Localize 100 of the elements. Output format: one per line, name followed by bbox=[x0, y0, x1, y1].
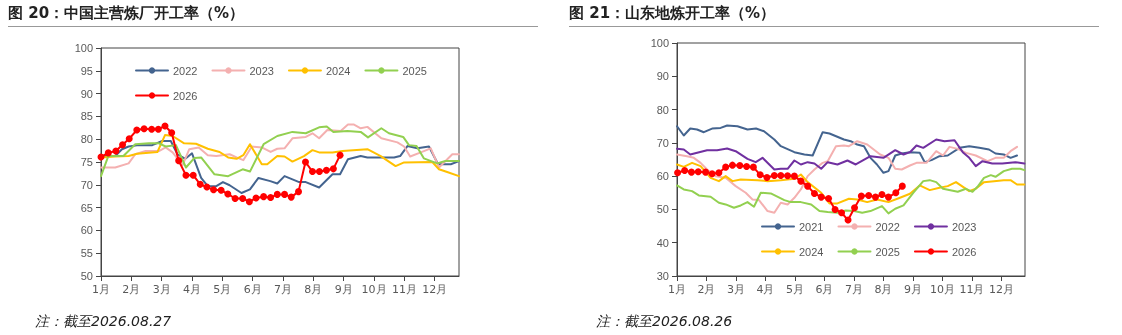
point bbox=[182, 171, 190, 179]
line-series bbox=[676, 140, 1019, 214]
y-tick-label: 70 bbox=[80, 178, 93, 191]
x-tick-label: 8月 bbox=[304, 283, 323, 296]
x-tick-label: 7月 bbox=[844, 283, 863, 296]
point bbox=[756, 171, 764, 179]
point bbox=[857, 192, 865, 200]
point bbox=[743, 162, 751, 170]
point bbox=[168, 129, 176, 137]
legend-label: 2021 bbox=[799, 220, 824, 233]
x-tick-label: 12月 bbox=[988, 283, 1014, 296]
point bbox=[273, 190, 281, 198]
point bbox=[694, 168, 702, 176]
point bbox=[196, 180, 204, 188]
point bbox=[728, 161, 736, 169]
point bbox=[140, 125, 148, 133]
legend-label: 2023 bbox=[249, 64, 274, 77]
x-tick-label: 10月 bbox=[929, 283, 955, 296]
x-tick-label: 4月 bbox=[183, 283, 202, 296]
y-tick-label: 60 bbox=[656, 170, 669, 183]
point bbox=[715, 169, 723, 177]
text: 注：截至2026.08.26 bbox=[596, 313, 733, 331]
y-tick-label: 50 bbox=[656, 203, 669, 216]
x-tick-label: 5月 bbox=[213, 283, 232, 296]
y-tick-label: 65 bbox=[80, 201, 93, 214]
point bbox=[865, 191, 873, 199]
point bbox=[708, 170, 716, 178]
point bbox=[175, 157, 183, 165]
legend-label: 2023 bbox=[951, 220, 977, 233]
line-series bbox=[676, 167, 1026, 215]
point bbox=[770, 171, 778, 179]
point bbox=[790, 172, 798, 180]
x-tick-label: 6月 bbox=[243, 283, 262, 296]
point bbox=[898, 182, 906, 190]
x-tick-label: 3月 bbox=[152, 283, 171, 296]
point bbox=[224, 190, 232, 198]
x-tick-label: 1月 bbox=[92, 283, 110, 296]
legend-label: 2026 bbox=[951, 245, 977, 258]
point bbox=[329, 165, 337, 173]
point bbox=[777, 171, 785, 179]
point bbox=[119, 141, 127, 149]
point bbox=[831, 205, 839, 213]
y-tick-label: 30 bbox=[656, 270, 669, 282]
point bbox=[804, 182, 812, 190]
point bbox=[210, 186, 218, 194]
y-tick-label: 50 bbox=[80, 270, 93, 282]
x-tick-label: 11月 bbox=[959, 283, 985, 296]
point bbox=[148, 125, 156, 133]
point bbox=[189, 171, 197, 179]
x-tick-label: 1月 bbox=[668, 283, 686, 296]
point bbox=[817, 193, 825, 201]
y-tick-label: 80 bbox=[656, 103, 669, 116]
y-tick-label: 55 bbox=[80, 247, 93, 260]
point bbox=[287, 193, 295, 201]
point bbox=[763, 173, 771, 181]
line-series bbox=[100, 123, 460, 169]
point bbox=[749, 163, 757, 171]
x-tick-label: 3月 bbox=[726, 283, 745, 296]
point bbox=[301, 158, 309, 166]
x-tick-label: 7月 bbox=[274, 283, 293, 296]
legend-label: 2024 bbox=[799, 245, 824, 258]
point bbox=[838, 209, 846, 217]
line-series bbox=[676, 124, 1019, 174]
point bbox=[203, 183, 211, 191]
point bbox=[217, 186, 225, 194]
point bbox=[267, 194, 275, 202]
y-tick-label: 95 bbox=[80, 64, 93, 77]
y-tick-label: 70 bbox=[656, 136, 669, 149]
point bbox=[281, 190, 289, 198]
point bbox=[784, 172, 792, 180]
legend-label: 2025 bbox=[875, 245, 900, 258]
x-tick-label: 2月 bbox=[697, 283, 716, 296]
line-series bbox=[676, 161, 1026, 205]
legend-label: 2024 bbox=[325, 64, 351, 77]
point bbox=[154, 125, 162, 133]
point bbox=[825, 194, 833, 202]
x-tick-label: 8月 bbox=[874, 283, 893, 296]
point bbox=[681, 166, 689, 174]
x-tick-label: 11月 bbox=[391, 283, 417, 296]
point bbox=[736, 161, 744, 169]
point bbox=[851, 204, 859, 212]
legend-label: 2022 bbox=[173, 64, 198, 77]
point bbox=[239, 194, 247, 202]
legend-label: 2026 bbox=[173, 89, 198, 102]
point bbox=[810, 189, 818, 197]
point bbox=[884, 193, 892, 201]
x-tick-label: 9月 bbox=[903, 283, 922, 296]
y-tick-label: 100 bbox=[74, 42, 93, 54]
y-tick-label: 90 bbox=[80, 87, 93, 100]
point bbox=[125, 135, 133, 143]
x-tick-label: 6月 bbox=[815, 283, 834, 296]
point bbox=[674, 169, 682, 177]
x-tick-label: 2月 bbox=[122, 283, 141, 296]
point bbox=[315, 168, 323, 176]
text: 注：截至2026.08.27 bbox=[35, 313, 172, 331]
legend-label: 2025 bbox=[402, 64, 427, 77]
chart-title: 图 21：山东地炼开工率（%） bbox=[569, 4, 1099, 27]
point bbox=[308, 168, 316, 176]
point bbox=[104, 149, 112, 157]
point bbox=[260, 193, 268, 201]
